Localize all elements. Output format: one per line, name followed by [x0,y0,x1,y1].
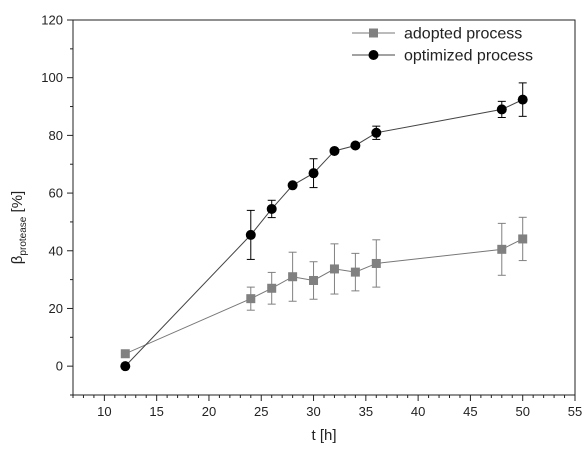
data-point [267,283,277,293]
y-tick-label: 40 [49,243,63,258]
data-point [497,244,507,254]
data-point [308,168,319,179]
x-tick-label: 15 [149,404,163,419]
data-point [518,234,528,244]
y-axis-label-unit: [%] [9,191,26,217]
data-point [120,361,131,372]
data-point [287,180,298,191]
legend-label: optimized process [404,48,533,65]
x-tick-label: 50 [515,404,529,419]
data-point [288,272,298,282]
x-tick-label: 35 [359,404,373,419]
y-tick-label: 80 [49,128,63,143]
x-tick-label: 10 [97,404,111,419]
x-tick-label: 30 [306,404,320,419]
data-point [496,104,507,115]
axes: 10 15 20 25 30 35 40 45 50 55 0 20 40 60 80 100 120 [41,13,582,420]
series-line [124,99,523,367]
x-axis-label: t [h] [311,427,336,444]
legend-marker-circle [368,50,379,60]
series-layer [120,82,528,372]
y-axis-label-main: β [9,255,26,264]
data-point [120,349,130,359]
legend-label: adopted process [404,26,522,43]
data-point [371,258,381,268]
plot-frame [72,19,576,396]
series-optimized-process [120,82,528,372]
y-tick-label: 100 [41,70,63,85]
y-tick-label: 120 [41,13,63,28]
data-point [371,127,382,138]
data-point [517,94,528,105]
data-point [350,140,361,151]
x-tick-label: 20 [202,404,216,419]
x-tick-label: 45 [463,404,477,419]
data-point [350,267,360,277]
legend: adopted process optimized process [352,26,533,65]
data-point [309,275,319,285]
y-axis-label-subscript: protease [18,216,29,255]
x-tick-label: 40 [411,404,425,419]
x-tick-label: 25 [254,404,268,419]
data-point [266,203,277,214]
y-tick-label: 60 [49,186,63,201]
legend-marker-square [369,28,378,38]
y-tick-label: 20 [49,301,63,316]
y-tick-label: 0 [56,359,63,374]
series-adopted-process [120,216,528,359]
data-point [329,145,340,156]
data-point [329,264,339,274]
x-tick-label: 55 [568,404,582,419]
series-line [125,238,523,355]
data-point [246,294,256,304]
data-point [245,229,256,240]
y-axis-label: βprotease [%] [9,191,29,264]
